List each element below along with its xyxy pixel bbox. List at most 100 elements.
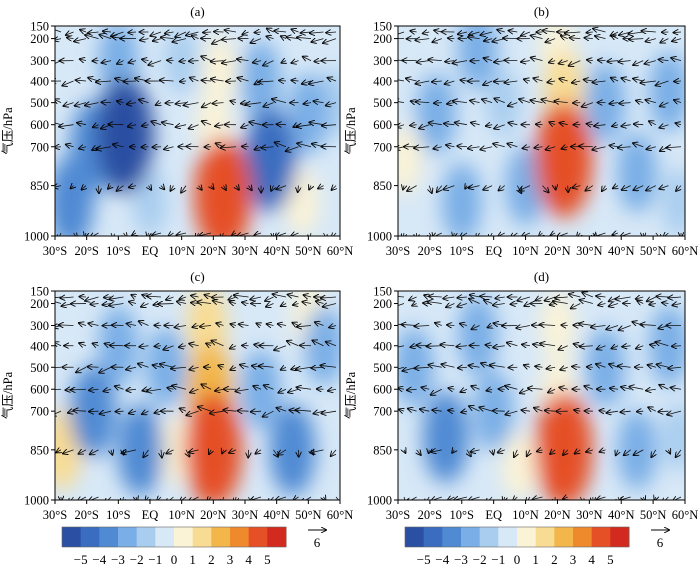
- x-tick-label: EQ: [142, 244, 159, 258]
- wind-arrow: [606, 325, 619, 329]
- wind-arrow: [210, 411, 224, 413]
- wind-arrow: [595, 36, 606, 39]
- wind-arrow: [521, 61, 530, 62]
- wind-arrow: [445, 81, 455, 84]
- wind-arrow: [416, 81, 430, 84]
- wind-arrow: [468, 147, 480, 149]
- x-tick-label: 60°N: [327, 508, 354, 522]
- wind-arrow: [470, 101, 480, 103]
- wind-arrow: [620, 411, 631, 412]
- wind-arrow: [267, 29, 274, 32]
- x-tick-label: 30°N: [232, 508, 259, 522]
- wind-arrow: [528, 388, 543, 389]
- wind-arrow: [672, 39, 682, 42]
- wind-arrow: [425, 496, 429, 500]
- wind-arrow: [648, 365, 656, 367]
- wind-arrow: [190, 78, 199, 81]
- wind-arrow: [655, 342, 669, 346]
- y-tick-label: 200: [373, 297, 392, 311]
- colorbar-tick-label: 4: [245, 552, 252, 567]
- colorbar-tick-label: 4: [588, 552, 595, 567]
- wind-arrow: [534, 147, 543, 148]
- y-tick-label: 700: [373, 405, 392, 419]
- wind-vectors: [398, 29, 682, 236]
- wind-arrow: [211, 341, 224, 347]
- wind-arrow: [55, 411, 62, 415]
- anomaly-blob: [457, 26, 498, 90]
- wind-arrow: [549, 122, 556, 125]
- wind-arrow: [471, 123, 480, 125]
- wind-arrow: [550, 450, 555, 454]
- wind-arrow: [547, 81, 556, 82]
- wind-arrow: [281, 61, 286, 63]
- colorbar-swatch: [517, 527, 537, 547]
- colorbar-swatch: [267, 527, 287, 547]
- wind-arrow: [470, 295, 480, 297]
- wind-arrow: [288, 295, 299, 297]
- colorbar-frame: [61, 526, 287, 548]
- wind-arrow: [647, 297, 656, 301]
- wind-arrow: [559, 387, 568, 389]
- wind-arrow: [660, 125, 669, 128]
- wind-arrow: [592, 147, 606, 150]
- wind-arrow: [482, 99, 493, 102]
- wind-arrow: [323, 304, 337, 307]
- wind-arrow: [151, 121, 162, 124]
- wind-arrow: [274, 345, 287, 350]
- wind-arrow: [59, 125, 74, 127]
- wind-arrow: [165, 32, 174, 33]
- wind-arrow: [279, 80, 287, 81]
- wind-arrow: [634, 449, 644, 455]
- colorbar-2: −5 −4 −3 −2 −1 0 1 2 3 4 5 6: [404, 526, 669, 567]
- anomaly-blob: [534, 101, 593, 218]
- wind-arrow: [646, 100, 656, 103]
- wind-arrow: [251, 411, 262, 412]
- wind-arrow: [597, 346, 606, 349]
- wind-arrow: [149, 186, 152, 190]
- wind-arrow: [417, 61, 430, 63]
- wind-arrow: [132, 233, 136, 235]
- wind-arrow: [493, 304, 505, 306]
- wind-arrow: [190, 389, 199, 392]
- wind-arrow: [186, 32, 199, 35]
- wind-arrow: [618, 147, 631, 148]
- wind-arrow: [88, 323, 99, 325]
- wind-arrow: [517, 297, 531, 301]
- x-tick-label: EQ: [485, 244, 502, 258]
- x-tick-label: 10°S: [106, 244, 130, 258]
- wind-arrow: [672, 304, 682, 306]
- wind-arrow: [80, 30, 87, 32]
- wind-arrow: [431, 450, 442, 452]
- wind-arrow: [427, 302, 442, 304]
- wind-arrow: [629, 387, 644, 390]
- colorbar-swatch: [442, 527, 462, 547]
- wind-arrow: [292, 29, 299, 32]
- wind-arrow: [659, 186, 669, 189]
- x-tick-label: 10°N: [512, 244, 539, 258]
- wind-arrow: [298, 185, 299, 192]
- x-tick-label: 10°S: [450, 244, 474, 258]
- wind-arrow: [117, 61, 124, 64]
- wind-arrow: [546, 367, 556, 368]
- wind-arrow: [304, 103, 312, 104]
- wind-arrow: [63, 103, 74, 106]
- wind-arrow: [128, 32, 137, 33]
- wind-arrow: [230, 346, 237, 349]
- anomaly-blob: [617, 409, 658, 490]
- wind-arrow: [612, 346, 619, 349]
- wind-arrow: [188, 496, 199, 500]
- x-tick-label: EQ: [142, 508, 159, 522]
- wind-arrow: [611, 78, 619, 81]
- wind-arrow: [503, 38, 518, 39]
- wind-arrow: [577, 233, 580, 236]
- wind-arrow: [557, 233, 568, 236]
- wind-arrow: [432, 81, 442, 82]
- wind-arrow: [85, 35, 99, 39]
- wind-arrow: [189, 125, 199, 129]
- wind-arrow: [559, 346, 568, 350]
- y-axis-label: 气压/hPa: [0, 107, 15, 155]
- wind-arrow: [124, 233, 127, 236]
- wind-arrow: [607, 61, 619, 62]
- wind-arrow: [460, 233, 468, 236]
- anomaly-blob: [184, 391, 243, 500]
